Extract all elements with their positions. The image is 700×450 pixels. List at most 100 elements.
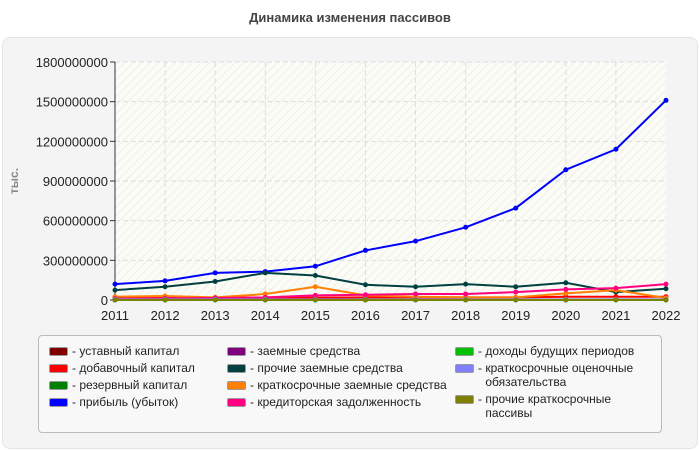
legend-item[interactable]: - прочие заемные средства [227,361,447,375]
legend-label: прочие заемные средства [257,361,403,375]
legend-item[interactable]: - уставный капитал [49,344,219,358]
legend-label: краткосрочные заемные средства [257,378,447,392]
data-point [212,270,218,276]
data-point [613,146,619,152]
legend-label: прочие краткосрочные пассивы [485,392,612,420]
legend-item[interactable]: - резервный капитал [49,378,219,392]
data-point [312,284,318,290]
data-point [663,281,669,287]
legend-column-3: - доходы будущих периодов - краткосрочные… [455,344,655,424]
legend-dash: - [478,392,486,406]
data-point [513,297,519,303]
legend-dash: - [250,344,258,358]
data-point [362,292,368,298]
data-point [563,167,569,173]
series-5 [112,270,669,295]
data-point [362,247,368,253]
data-point [413,284,419,290]
x-tick-label: 2021 [601,308,630,323]
legend-swatch [49,364,68,373]
data-point [112,297,118,303]
y-tick-label: 1800000000 [36,55,108,70]
legend-item[interactable]: - краткосрочные заемные средства [227,378,447,392]
data-point [112,287,118,293]
data-point [613,285,619,291]
legend-dash: - [72,378,80,392]
data-point [413,297,419,303]
data-point [563,286,569,292]
data-point [312,297,318,303]
data-point [513,205,519,211]
legend-item[interactable]: - кредиторская задолженность [227,395,447,409]
legend-label: добавочный капитал [79,361,195,375]
series-10 [112,297,669,303]
legend-item[interactable]: - прочие краткосрочные пассивы [455,392,655,420]
series-line [114,271,667,294]
data-point [212,278,218,284]
x-tick-label: 2014 [251,308,280,323]
legend-item[interactable]: - прибыль (убыток) [49,395,219,409]
legend-dash: - [478,344,486,358]
y-tick-label: 300000000 [43,253,108,268]
legend: - уставный капитал - добавочный капитал - … [38,335,662,433]
legend-swatch [49,347,68,356]
data-point [463,291,469,297]
y-axis-label: тыс. [7,168,21,194]
legend-item[interactable]: - добавочный капитал [49,361,219,375]
legend-label: прибыль (убыток) [79,395,179,409]
x-tick-label: 2018 [451,308,480,323]
legend-swatch [49,381,68,390]
legend-dash: - [250,395,258,409]
data-point [513,289,519,295]
data-point [513,284,519,290]
data-point [413,291,419,297]
series-3 [112,97,669,287]
x-tick-label: 2012 [151,308,180,323]
y-tick-label: 600000000 [43,214,108,229]
data-point [162,284,168,290]
x-tick-label: 2019 [501,308,530,323]
legend-dash: - [478,361,486,375]
data-point [613,297,619,303]
data-point [463,297,469,303]
line-chart: 0 300000000 600000000 900000000 1200000000 15… [7,55,681,323]
legend-label: резервный капитал [79,378,188,392]
legend-dash: - [72,395,80,409]
legend-label: заемные средства [257,344,361,358]
legend-swatch [49,398,68,407]
series-line [114,99,667,286]
legend-item[interactable]: - доходы будущих периодов [455,344,655,358]
x-tick-label: 2020 [551,308,580,323]
legend-swatch [227,347,246,356]
y-tick-label: 1200000000 [36,134,108,149]
data-point [262,297,268,303]
data-point [463,224,469,230]
data-point [112,281,118,287]
x-tick-label: 2022 [652,308,681,323]
legend-swatch [455,364,474,373]
legend-item[interactable]: - заемные средства [227,344,447,358]
data-point [563,297,569,303]
legend-dash: - [72,361,80,375]
data-point [563,290,569,296]
legend-swatch [227,381,246,390]
data-point [362,282,368,288]
x-tick-label: 2013 [201,308,230,323]
legend-dash: - [250,361,258,375]
data-point [362,297,368,303]
data-point [312,292,318,298]
data-point [663,297,669,303]
data-point [413,238,419,244]
legend-item[interactable]: - краткосрочные оценочные обязательства [455,361,655,389]
data-point [262,270,268,276]
x-tick-label: 2016 [351,308,380,323]
data-point [162,278,168,284]
legend-dash: - [72,344,80,358]
x-tick-label: 2017 [401,308,430,323]
legend-label: уставный капитал [79,344,180,358]
y-tick-label: 1500000000 [36,95,108,110]
legend-swatch [455,347,474,356]
data-point [663,286,669,292]
legend-label: краткосрочные оценочные обязательства [485,361,634,389]
data-point [212,297,218,303]
